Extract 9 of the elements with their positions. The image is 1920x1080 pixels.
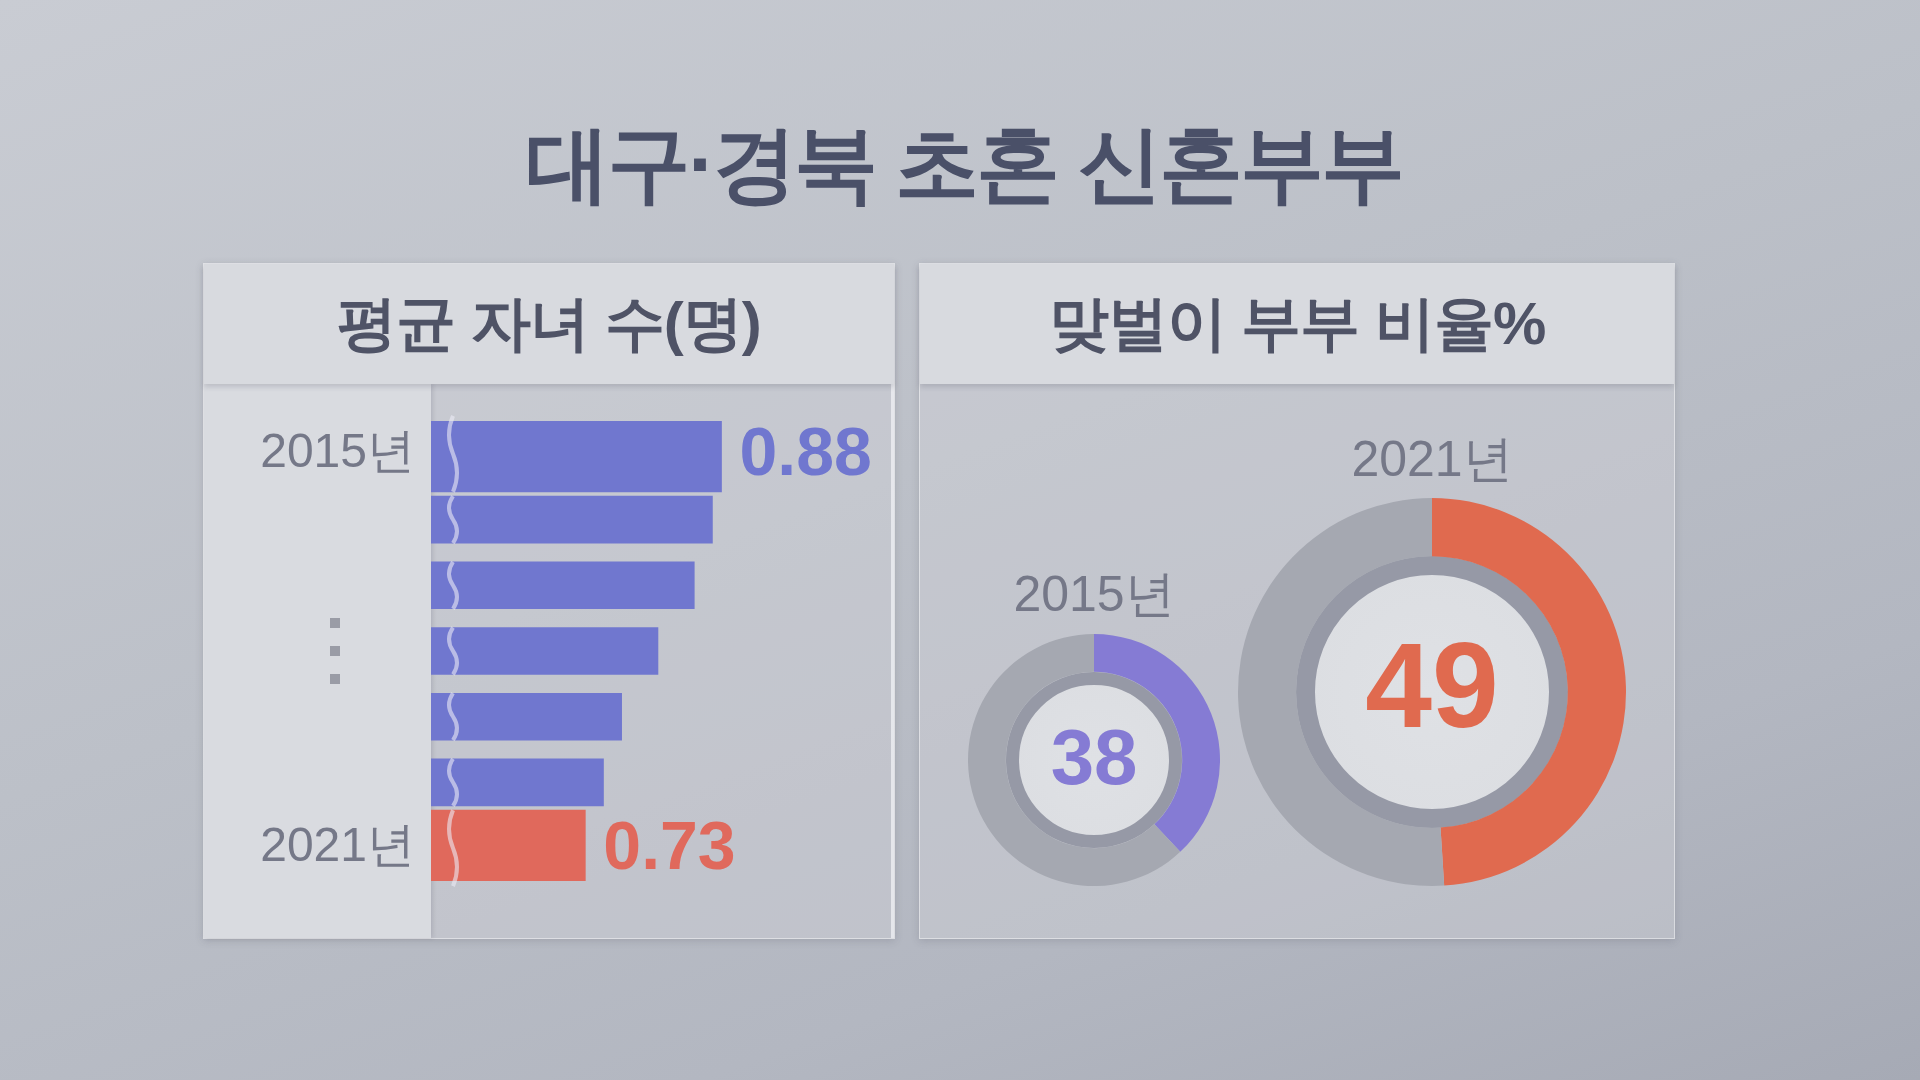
text: 대구·경북 초혼 신혼부부 [526, 116, 1402, 213]
chart-title: 평균 자녀 수(명) [204, 264, 894, 384]
data-label: 0.88 [739, 412, 872, 489]
chart-title: 2021년 [1350, 429, 1514, 489]
data-label: 38 [1050, 712, 1138, 801]
chart-title: 2015년 [1012, 564, 1176, 624]
data-label: 0.73 [603, 806, 736, 883]
text: 맞벌이 부부 비율% [920, 264, 1674, 384]
data-label: 49 [1365, 618, 1499, 753]
